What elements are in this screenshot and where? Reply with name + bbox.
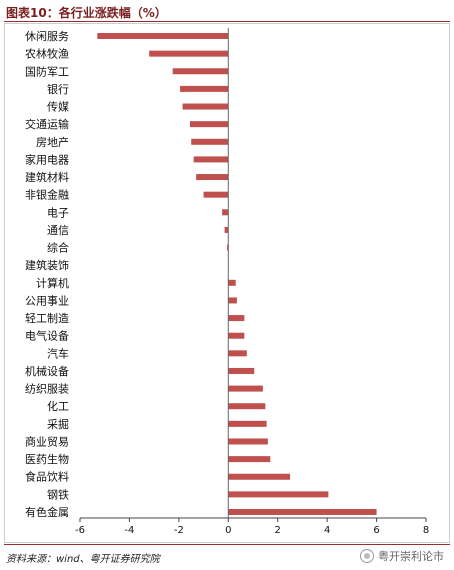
- category-label: 建筑材料: [25, 170, 69, 184]
- bar-通信: [224, 226, 229, 233]
- category-label: 电子: [47, 206, 69, 219]
- bar-休闲服务: [97, 33, 229, 39]
- bar-建筑材料: [196, 174, 229, 181]
- category-label: 纺织服装: [25, 382, 69, 396]
- watermark-text: 粤开崇利论市: [378, 550, 444, 563]
- footer-rule: [4, 544, 450, 545]
- bar-综合: [227, 244, 229, 251]
- category-label: 农林牧渔: [25, 47, 69, 61]
- x-tick-label: 6: [373, 525, 379, 536]
- chart-title: 图表10：各行业涨跌幅（%）: [6, 6, 167, 20]
- bar-采掘: [228, 420, 267, 427]
- bar-食品饮料: [228, 473, 291, 480]
- bar-国防军工: [172, 68, 229, 75]
- bar-化工: [228, 403, 266, 410]
- x-tick-label: -6: [75, 525, 85, 536]
- bar-非银金融: [203, 191, 229, 198]
- bar-商业贸易: [228, 438, 268, 445]
- category-label: 钢铁: [47, 488, 69, 501]
- category-label: 非银金融: [25, 188, 69, 202]
- title-rule: [4, 21, 450, 22]
- source-note: 资料来源：wind、粤开证券研究院: [6, 554, 160, 565]
- bar-交通运输: [189, 121, 229, 128]
- category-label: 建筑装饰: [25, 258, 69, 272]
- bar-电子: [222, 209, 229, 216]
- bar-传媒: [182, 103, 229, 110]
- category-label: 轻工制造: [25, 311, 69, 325]
- bar-机械设备: [228, 367, 255, 374]
- x-tick-label: -2: [174, 525, 184, 536]
- category-label: 公用事业: [25, 294, 69, 307]
- category-label: 国防军工: [25, 64, 69, 78]
- category-label: 电气设备: [25, 329, 69, 343]
- bar-医药生物: [228, 456, 271, 463]
- category-label: 食品饮料: [25, 470, 69, 484]
- bar-房地产: [191, 138, 229, 145]
- category-label: 商业贸易: [25, 434, 69, 448]
- bar-计算机: [228, 279, 236, 286]
- bar-家用电器: [193, 156, 229, 163]
- category-label: 化工: [47, 399, 69, 413]
- bar-电气设备: [228, 332, 245, 339]
- category-label: 计算机: [36, 276, 69, 290]
- bar-汽车: [228, 350, 247, 357]
- x-tick-label: 4: [324, 525, 330, 536]
- category-label: 家用电器: [25, 152, 69, 166]
- category-label: 通信: [47, 224, 69, 237]
- bar-公用事业: [228, 297, 237, 304]
- watermark: 粤开崇利论市: [360, 548, 444, 564]
- bar-轻工制造: [228, 315, 245, 322]
- category-label: 传媒: [47, 101, 69, 114]
- category-label: 采掘: [47, 417, 69, 431]
- bar-银行: [180, 85, 229, 92]
- x-tick-label: 2: [275, 525, 281, 536]
- category-label: 汽车: [47, 346, 69, 360]
- category-label: 交通运输: [25, 117, 69, 131]
- category-label: 医药生物: [25, 452, 69, 466]
- x-tick-label: 8: [423, 525, 429, 536]
- category-label: 机械设备: [25, 364, 69, 378]
- chart-frame: [4, 23, 450, 543]
- category-label: 休闲服务: [25, 29, 69, 43]
- bar-钢铁: [228, 491, 329, 498]
- bar-纺织服装: [228, 385, 263, 392]
- category-label: 有色金属: [25, 505, 69, 519]
- bar-农林牧渔: [149, 50, 229, 57]
- x-tick-label: 0: [225, 525, 231, 536]
- x-tick-label: -4: [124, 525, 134, 536]
- category-label: 综合: [47, 241, 69, 255]
- wechat-icon: [360, 549, 374, 563]
- category-label: 银行: [47, 82, 69, 96]
- category-label: 房地产: [36, 135, 69, 149]
- bar-有色金属: [228, 509, 377, 515]
